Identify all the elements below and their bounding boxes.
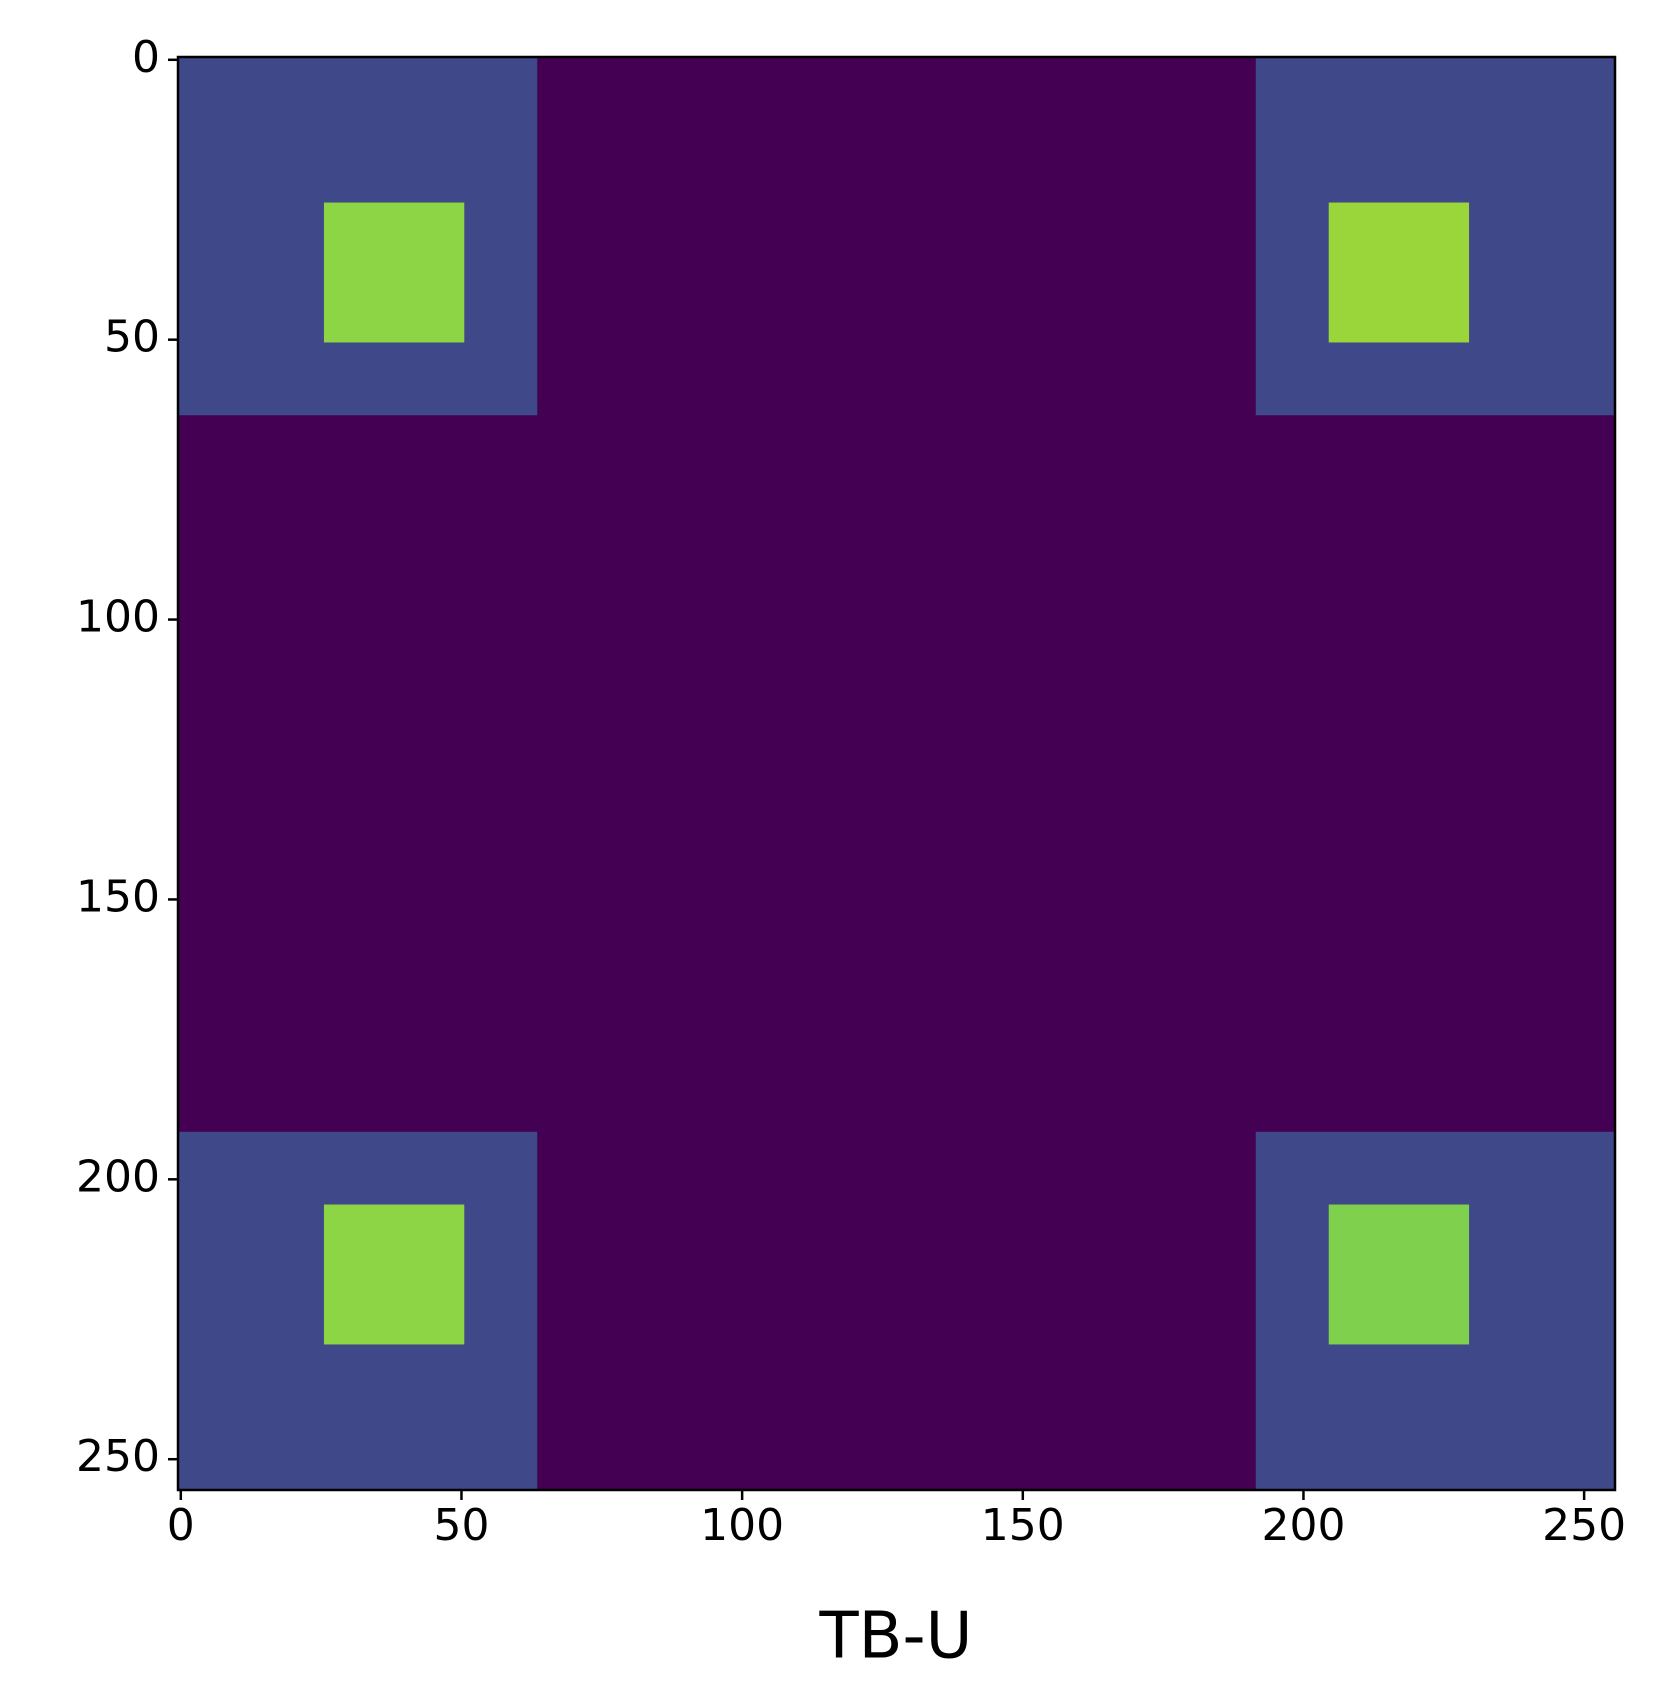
plot-frame	[176, 55, 1617, 1492]
y-tick-label: 150	[76, 871, 160, 922]
x-tick-label: 50	[433, 1500, 489, 1551]
y-tick-label: 250	[76, 1431, 160, 1482]
x-tick-label: 100	[700, 1500, 784, 1551]
x-tick-label: 200	[1261, 1500, 1345, 1551]
heatmap-region	[323, 1204, 465, 1345]
x-tick-label: 250	[1542, 1500, 1626, 1551]
heatmap-region	[323, 202, 465, 343]
y-tick-label: 100	[76, 592, 160, 643]
x-tick-label: 0	[167, 1500, 195, 1551]
heatmap-region	[1328, 202, 1470, 343]
x-axis-label: TB-U	[819, 1600, 973, 1674]
y-tick-label: 200	[76, 1151, 160, 1202]
heatmap-region	[1328, 1204, 1470, 1345]
y-tick-label: 0	[132, 32, 160, 83]
x-tick-label: 150	[981, 1500, 1065, 1551]
y-tick-label: 50	[104, 312, 160, 363]
